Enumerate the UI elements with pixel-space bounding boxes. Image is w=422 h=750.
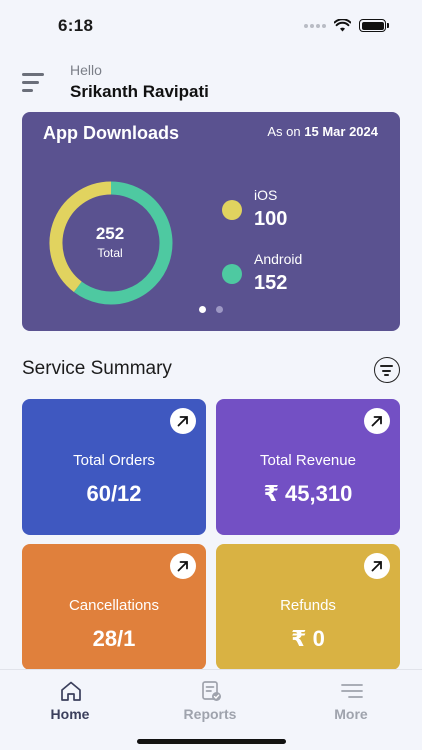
pager-dot-active[interactable] [199, 306, 206, 313]
donut-slice-ios [49, 181, 112, 293]
as-on-prefix: As on [267, 124, 301, 139]
android-legend-value: 152 [254, 272, 288, 294]
menu-icon[interactable] [22, 73, 44, 93]
pager-dot[interactable] [216, 306, 223, 313]
nav-reports[interactable]: Reports [160, 678, 260, 726]
app-downloads-card[interactable]: App Downloads As on 15 Mar 2024 252 Tota… [22, 112, 400, 331]
nav-more-label: More [334, 706, 368, 722]
more-icon [341, 684, 363, 698]
nav-home[interactable]: Home [20, 678, 120, 726]
status-bar: 6:18 [0, 0, 422, 50]
as-on-date-value: 15 Mar 2024 [304, 124, 378, 139]
nav-home-label: Home [50, 706, 90, 722]
as-on-date: As on 15 Mar 2024 [267, 124, 378, 139]
tile-label: Cancellations [68, 597, 160, 614]
user-name: Srikanth Ravipati [70, 82, 209, 101]
carousel-pager[interactable] [199, 306, 223, 313]
donut-slice-android [73, 181, 173, 305]
battery-icon [359, 19, 389, 32]
donut-total-value: 252 [95, 224, 125, 243]
filter-icon [380, 365, 393, 367]
reports-icon [202, 681, 221, 701]
downloads-donut-chart [49, 181, 173, 305]
status-time: 6:18 [58, 16, 94, 35]
tile-label: Total Orders [73, 452, 155, 469]
tile-label: Refunds [280, 597, 336, 614]
refunds-tile[interactable]: Refunds ₹ 0 [216, 544, 400, 670]
cancellations-tile[interactable]: Cancellations 28/1 [22, 544, 206, 670]
home-icon [61, 681, 81, 701]
nav-more[interactable]: More [301, 678, 401, 726]
tile-value: ₹ 0 [291, 626, 325, 651]
tile-value: ₹ 45,310 [263, 481, 353, 506]
tile-value: 60/12 [86, 481, 142, 506]
ios-legend-label: iOS [254, 187, 278, 203]
nav-reports-label: Reports [183, 706, 237, 722]
ios-legend-dot [222, 200, 242, 220]
greeting-text: Hello [70, 62, 102, 78]
total-revenue-tile[interactable]: Total Revenue ₹ 45,310 [216, 399, 400, 535]
status-indicators [304, 19, 389, 32]
arrow-up-right-icon[interactable] [170, 553, 196, 579]
ios-legend-value: 100 [254, 208, 288, 230]
donut-total-label: Total [97, 246, 123, 260]
android-legend-label: Android [254, 251, 303, 267]
arrow-up-right-icon[interactable] [170, 408, 196, 434]
wifi-icon [334, 19, 351, 32]
card-title: App Downloads [43, 123, 179, 143]
arrow-up-right-icon[interactable] [364, 408, 390, 434]
tile-label: Total Revenue [260, 452, 356, 469]
signal-icon [304, 23, 326, 28]
android-legend-dot [222, 264, 242, 284]
home-indicator [137, 739, 286, 744]
tile-value: 28/1 [92, 626, 136, 651]
arrow-up-right-icon[interactable] [364, 553, 390, 579]
service-summary-title: Service Summary [22, 358, 172, 379]
total-orders-tile[interactable]: Total Orders 60/12 [22, 399, 206, 535]
bottom-nav: Home Reports More [0, 669, 422, 750]
filter-button[interactable] [374, 357, 400, 383]
